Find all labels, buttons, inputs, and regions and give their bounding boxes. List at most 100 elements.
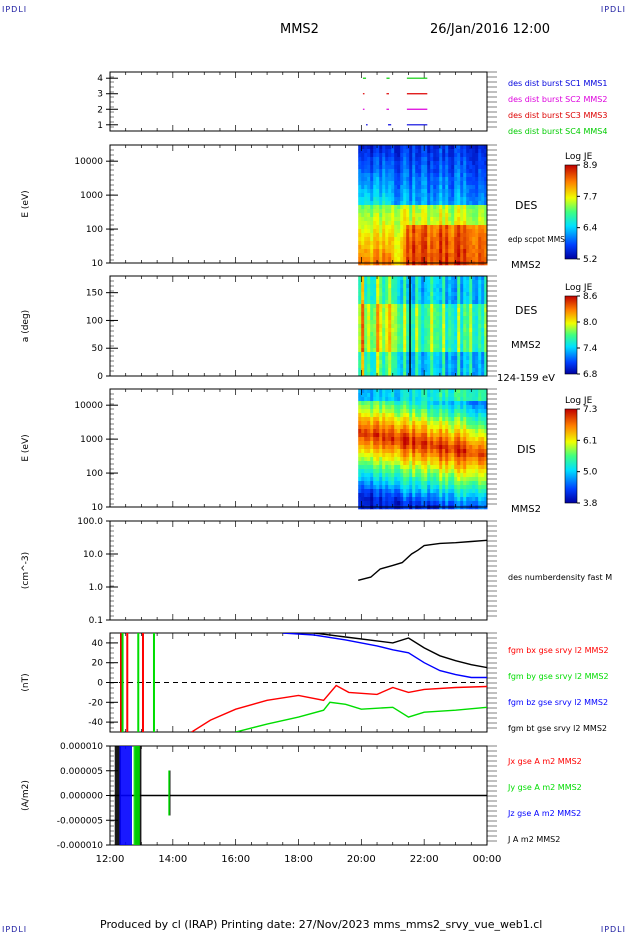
burst-panel-legend-entry: des dist burst SC1 MMS1	[508, 79, 607, 88]
des-energy-panel-cell	[454, 225, 458, 230]
des-pitch-panel-cell	[370, 332, 374, 337]
dis-energy-panel-cell	[475, 481, 479, 486]
des-pitch-panel-cell	[373, 328, 377, 333]
des-pitch-panel-cell	[361, 356, 365, 361]
des-energy-panel-cell	[394, 177, 398, 182]
des-energy-panel-cell	[385, 169, 389, 174]
des-energy-panel-cell	[433, 153, 437, 158]
des-energy-panel-cell	[391, 161, 395, 166]
dis-energy-panel-cell	[358, 449, 362, 454]
des-energy-panel-cell	[376, 193, 380, 198]
dis-energy-panel-cell	[412, 461, 416, 466]
current-panel-legend-entry: Jy gse A m2 MMS2	[507, 783, 582, 792]
des-pitch-panel-cell	[382, 284, 386, 289]
dis-energy-panel-cell	[439, 489, 443, 494]
dis-energy-panel-cell	[409, 437, 413, 442]
dis-energy-panel-cell	[424, 477, 428, 482]
des-pitch-panel-cell	[472, 296, 476, 301]
des-pitch-panel-cell	[481, 356, 485, 361]
dis-energy-panel-cell	[424, 421, 428, 426]
des-energy-panel-cell	[385, 225, 389, 230]
des-energy-panel-cell	[433, 237, 437, 242]
des-energy-panel-cell	[478, 245, 482, 250]
des-pitch-panel-cell	[484, 304, 488, 309]
des-pitch-panel-cell	[442, 364, 446, 369]
des-energy-panel-cell	[382, 161, 386, 166]
dis-energy-panel-cell	[481, 457, 485, 462]
dis-energy-panel-cell	[415, 477, 419, 482]
des-energy-panel-cell	[478, 225, 482, 230]
des-pitch-panel-cell	[427, 284, 431, 289]
des-pitch-panel-cell	[385, 336, 389, 341]
des-pitch-panel-cell	[394, 356, 398, 361]
des-energy-panel-cell	[364, 197, 368, 202]
des-pitch-panel-cell	[361, 348, 365, 353]
dis-energy-panel-cell	[376, 461, 380, 466]
des-energy-panel-cell	[478, 185, 482, 190]
des-energy-panel-cell	[418, 153, 422, 158]
current-panel-y-tick-label: 0.000005	[60, 767, 103, 777]
dis-energy-panel-cell	[460, 389, 464, 394]
dis-energy-panel-cell	[439, 433, 443, 438]
des-energy-panel-cell	[409, 169, 413, 174]
dis-energy-panel-cell	[415, 389, 419, 394]
dis-energy-panel-cell	[445, 405, 449, 410]
des-pitch-panel-cell	[391, 292, 395, 297]
dis-energy-panel-cell	[451, 425, 455, 430]
des-pitch-panel-cell	[358, 276, 362, 281]
des-energy-panel-cell	[469, 245, 473, 250]
des-pitch-panel-cell	[361, 276, 365, 281]
burst-panel-y-tick-label: 3	[97, 90, 103, 100]
des-energy-panel-cell	[376, 161, 380, 166]
dis-energy-panel-cell	[406, 489, 410, 494]
dis-energy-panel-cell	[460, 473, 464, 478]
dis-energy-panel-cell	[424, 461, 428, 466]
des-pitch-panel-cell	[376, 280, 380, 285]
dis-energy-panel-cell	[460, 397, 464, 402]
dis-energy-panel-cell	[370, 473, 374, 478]
dis-energy-panel-cell	[382, 413, 386, 418]
des-energy-panel-cell	[430, 205, 434, 210]
des-energy-panel-cell	[394, 193, 398, 198]
des-energy-panel-cell	[376, 169, 380, 174]
des-energy-panel-cell	[406, 145, 410, 150]
des-pitch-panel-cell	[391, 324, 395, 329]
dis-energy-panel-cell	[451, 389, 455, 394]
des-pitch-panel-cell	[379, 280, 383, 285]
dis-energy-panel-cell	[412, 409, 416, 414]
des-pitch-panel-cell	[466, 360, 470, 365]
des-energy-panel-cell	[442, 145, 446, 150]
des-pitch-panel-cell	[412, 336, 416, 341]
dis-energy-panel-cell	[463, 409, 467, 414]
des-pitch-panel-cell	[475, 292, 479, 297]
des-pitch-panel-cell	[361, 320, 365, 325]
des-energy-panel-cell	[484, 233, 488, 238]
dis-energy-panel-cell	[403, 457, 407, 462]
dis-energy-panel-cell	[400, 469, 404, 474]
des-pitch-panel-cell	[412, 276, 416, 281]
dis-energy-panel-cell	[403, 417, 407, 422]
des-pitch-panel-cell	[412, 328, 416, 333]
dis-energy-panel-cell	[409, 501, 413, 506]
des-pitch-panel-cell	[451, 276, 455, 281]
des-pitch-panel-cell	[388, 336, 392, 341]
des-energy-panel-cell	[469, 229, 473, 234]
des-energy-panel-cell	[382, 185, 386, 190]
des-pitch-panel-cell	[472, 276, 476, 281]
des-pitch-panel-cell	[361, 336, 365, 341]
dis-energy-panel-cell	[442, 449, 446, 454]
des-energy-panel-cell	[439, 173, 443, 178]
des-energy-panel-cell	[382, 237, 386, 242]
des-pitch-panel-cell	[403, 352, 407, 357]
dis-energy-panel-cell	[367, 421, 371, 426]
dis-energy-panel-cell	[448, 425, 452, 430]
dis-energy-panel-cell	[472, 457, 476, 462]
des-pitch-panel-cell	[412, 340, 416, 345]
dis-energy-panel-cell	[439, 485, 443, 490]
dis-energy-panel-cell	[406, 461, 410, 466]
dis-energy-panel-cell	[406, 493, 410, 498]
des-pitch-panel-cell	[367, 288, 371, 293]
des-energy-panel-cell	[418, 213, 422, 218]
des-energy-panel-cell	[466, 209, 470, 214]
dis-energy-panel-cell	[484, 457, 488, 462]
